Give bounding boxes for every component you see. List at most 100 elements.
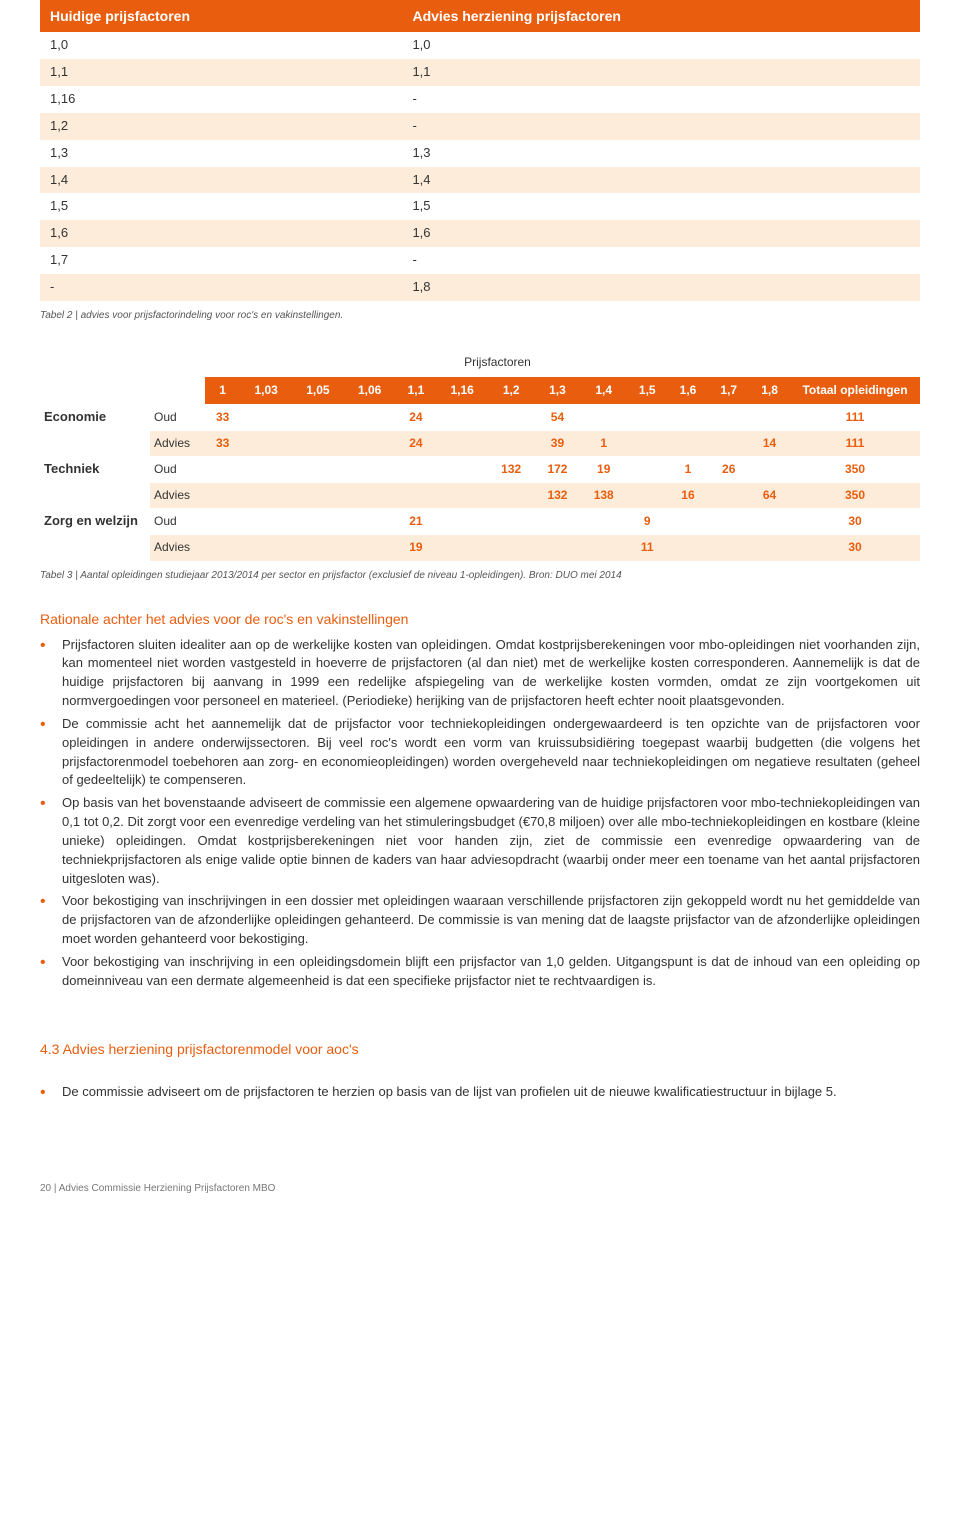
spacer	[40, 431, 150, 456]
table-cell	[749, 456, 790, 483]
table-cell: 1,6	[40, 220, 402, 247]
table-cell: 1,3	[402, 140, 920, 167]
table-cell	[668, 404, 709, 431]
table-cell	[396, 483, 437, 508]
row-variant-label: Advies	[150, 535, 205, 560]
table-cell: 26	[708, 456, 749, 483]
table-cell: 1,8	[402, 274, 920, 301]
table-cell: 19	[581, 456, 627, 483]
table-cell	[488, 508, 534, 535]
table-cell	[668, 431, 709, 456]
table3-col-header: 1,2	[488, 377, 534, 404]
table-cell	[344, 404, 396, 431]
table3-topheader: Prijsfactoren	[205, 349, 790, 376]
table-cell	[627, 483, 668, 508]
table-cell	[488, 535, 534, 560]
table-cell: 1,0	[40, 32, 402, 59]
row-total: 350	[790, 456, 920, 483]
table-cell	[581, 535, 627, 560]
table-cell: 172	[534, 456, 580, 483]
table3-col-header: 1,06	[344, 377, 396, 404]
table-row: 1,2-	[40, 113, 920, 140]
table3-col-header: 1,5	[627, 377, 668, 404]
table-row: 1,51,5	[40, 193, 920, 220]
group-name: Techniek	[40, 456, 150, 483]
row-total: 30	[790, 535, 920, 560]
table-prijsfactoren-mapping: Huidige prijsfactoren Advies herziening …	[40, 0, 920, 301]
table3-col-header: 1,7	[708, 377, 749, 404]
table-cell	[581, 508, 627, 535]
table-cell	[240, 535, 292, 560]
table-cell	[534, 508, 580, 535]
table-cell: -	[402, 86, 920, 113]
table-cell: 1	[668, 456, 709, 483]
spacer	[790, 349, 920, 376]
row-variant-label: Advies	[150, 483, 205, 508]
table-cell: 1	[581, 431, 627, 456]
row-total: 30	[790, 508, 920, 535]
table-cell: 1,16	[40, 86, 402, 113]
table-row: 1,7-	[40, 247, 920, 274]
table-row: Advies332439114111	[40, 431, 920, 456]
table3-total-header: Totaal opleidingen	[790, 377, 920, 404]
table3-col-header: 1,03	[240, 377, 292, 404]
table-cell	[292, 431, 344, 456]
table-cell: -	[402, 113, 920, 140]
spacer	[40, 349, 205, 376]
table-cell: 1,5	[40, 193, 402, 220]
table-cell: -	[40, 274, 402, 301]
table-cell	[205, 456, 240, 483]
table-row: TechniekOud13217219126350	[40, 456, 920, 483]
table-cell: 33	[205, 404, 240, 431]
table-cell: 1,3	[40, 140, 402, 167]
table3-col-header: 1,6	[668, 377, 709, 404]
table-cell: 54	[534, 404, 580, 431]
table2-header-left: Huidige prijsfactoren	[40, 0, 402, 32]
table-cell	[749, 404, 790, 431]
table-cell	[708, 508, 749, 535]
table-row: 1,61,6	[40, 220, 920, 247]
table-cell	[436, 404, 488, 431]
table-cell	[627, 404, 668, 431]
table-cell	[627, 456, 668, 483]
table-cell	[240, 456, 292, 483]
spacer	[150, 377, 205, 404]
table-cell	[205, 535, 240, 560]
table-cell: 1,7	[40, 247, 402, 274]
table-cell	[205, 483, 240, 508]
table-cell	[436, 508, 488, 535]
table-cell	[344, 456, 396, 483]
page-footer: 20 | Advies Commissie Herziening Prijsfa…	[40, 1182, 920, 1197]
table-cell	[344, 535, 396, 560]
table-cell	[708, 535, 749, 560]
table-cell	[627, 431, 668, 456]
row-variant-label: Advies	[150, 431, 205, 456]
table-cell	[292, 508, 344, 535]
table-cell: 21	[396, 508, 437, 535]
table-cell	[240, 483, 292, 508]
table-cell	[240, 508, 292, 535]
table-cell: 11	[627, 535, 668, 560]
table-row: EconomieOud332454111	[40, 404, 920, 431]
table-cell: 1,4	[40, 167, 402, 194]
table-cell	[240, 431, 292, 456]
table-cell: 1,1	[402, 59, 920, 86]
table-cell	[749, 535, 790, 560]
group-name: Economie	[40, 404, 150, 431]
table-cell: -	[402, 247, 920, 274]
table-cell: 19	[396, 535, 437, 560]
table-cell	[488, 483, 534, 508]
table-cell	[292, 535, 344, 560]
group-name: Zorg en welzijn	[40, 508, 150, 535]
rationale-bullet: Prijsfactoren sluiten idealiter aan op d…	[40, 636, 920, 711]
table-row: Advies 19 11 30	[40, 535, 920, 560]
table-cell	[668, 535, 709, 560]
table-cell	[488, 404, 534, 431]
table-cell	[436, 483, 488, 508]
section-4-3-heading: 4.3 Advies herziening prijsfactorenmodel…	[40, 1039, 920, 1059]
rationale-bullet: Voor bekostiging van inschrijving in een…	[40, 953, 920, 991]
table-cell: 16	[668, 483, 709, 508]
table3-col-header: 1,16	[436, 377, 488, 404]
table-cell: 132	[534, 483, 580, 508]
table3-caption: Tabel 3 | Aantal opleidingen studiejaar …	[40, 569, 920, 584]
